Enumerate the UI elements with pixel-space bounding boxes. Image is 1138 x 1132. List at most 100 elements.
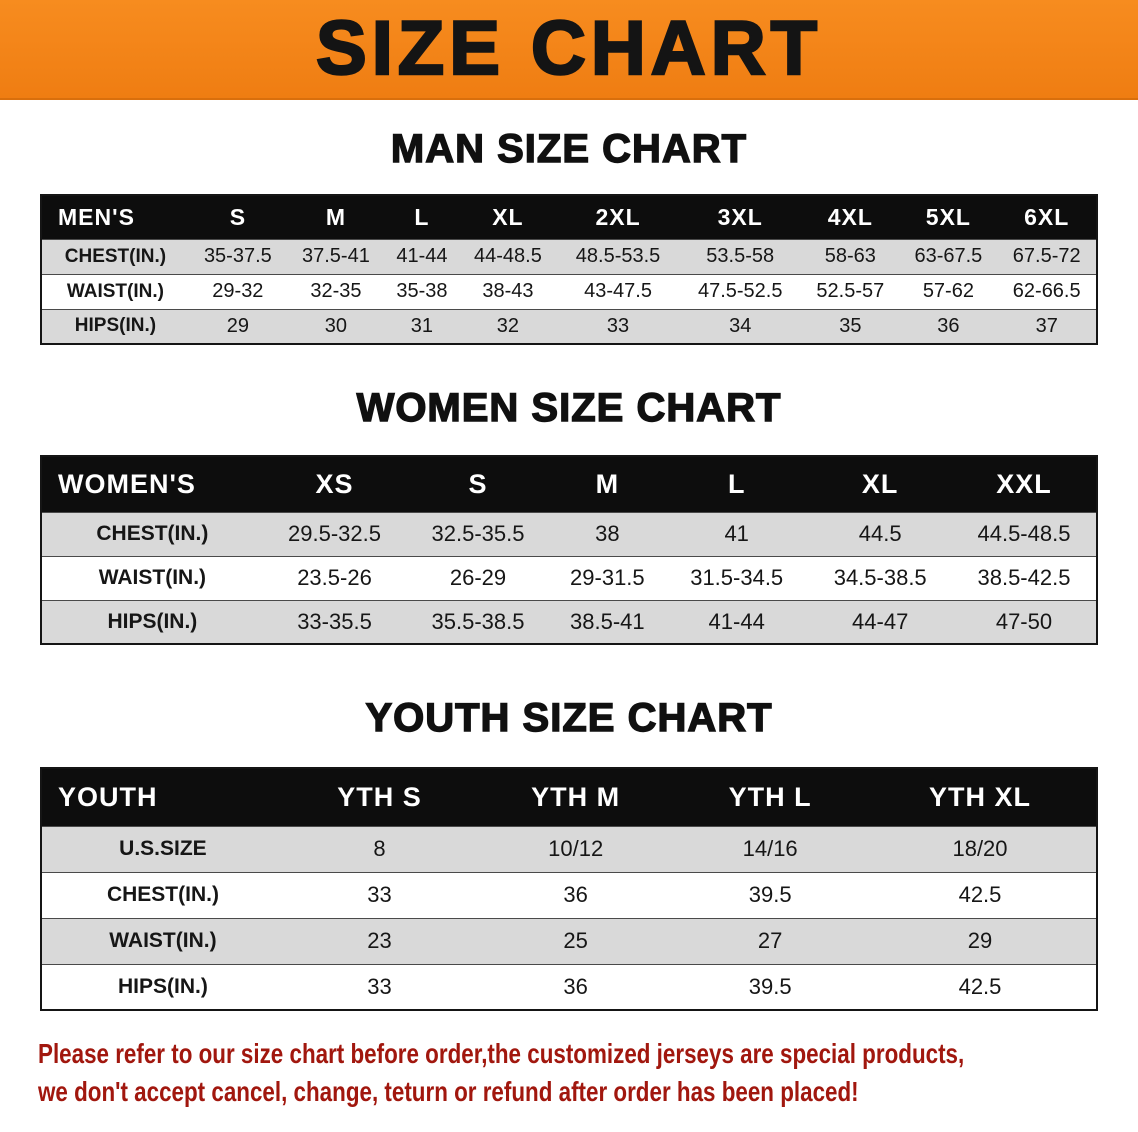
data-cell: 14/16 xyxy=(742,836,798,861)
men-section-heading: MAN SIZE CHART xyxy=(390,126,748,171)
data-cell: 31 xyxy=(410,314,434,337)
table-header-row: WOMEN'S XS S M L XL XXL xyxy=(41,456,1097,512)
data-cell: 39.5 xyxy=(748,973,792,999)
youth-section-heading: YOUTH SIZE CHART xyxy=(365,695,773,740)
row-label: CHEST(IN.) xyxy=(106,883,219,906)
disclaimer: Please refer to our size chart before or… xyxy=(0,1035,1138,1111)
table-header-row: MEN'S S M L XL 2XL 3XL 4XL 5XL 6XL xyxy=(41,195,1097,239)
data-cell: 33 xyxy=(367,973,392,999)
data-cell: 29 xyxy=(226,314,249,337)
size-header-cell: XS xyxy=(262,456,407,512)
data-cell: 37 xyxy=(1035,314,1058,337)
data-cell: 33 xyxy=(606,314,630,337)
table-header-row: YOUTH YTH S YTH M YTH L YTH XL xyxy=(41,768,1097,826)
data-cell: 58-63 xyxy=(824,245,876,267)
table-title-cell: WOMEN'S xyxy=(41,456,263,512)
data-cell: 38.5-42.5 xyxy=(977,565,1071,590)
data-cell: 53.5-58 xyxy=(706,245,775,267)
men-size-section: MAN SIZE CHART MEN'S S M L XL 2XL 3XL 4XL 5XL 6XL… xyxy=(0,126,1138,345)
table-row: U.S.SIZE 8 10/12 14/16 18/20 xyxy=(41,826,1097,872)
women-table-wrap: WOMEN'S XS S M L XL XXL CHEST(IN.) 29.5-32.5 32.5… xyxy=(40,455,1098,645)
data-cell: 38 xyxy=(595,521,620,546)
data-cell: 30 xyxy=(324,314,348,337)
data-cell: 34 xyxy=(729,314,752,337)
table-row: WAIST(IN.) 23 25 27 29 xyxy=(41,918,1097,964)
data-cell: 47.5-52.5 xyxy=(697,280,783,302)
table-title-cell: MEN'S xyxy=(41,195,189,239)
data-cell: 47-50 xyxy=(995,608,1053,634)
size-header-cell: YTH M xyxy=(475,768,677,826)
table-row: CHEST(IN.) 29.5-32.5 32.5-35.5 38 41 44.5 44.5… xyxy=(41,512,1097,556)
table-row: HIPS(IN.) 33-35.5 35.5-38.5 38.5-41 41-44 44-… xyxy=(41,600,1097,644)
data-cell: 31.5-34.5 xyxy=(690,565,784,590)
data-cell: 41-44 xyxy=(396,245,448,267)
table-row: CHEST(IN.) 33 36 39.5 42.5 xyxy=(41,872,1097,918)
data-cell: 23.5-26 xyxy=(297,565,372,590)
banner-title: SIZE CHART xyxy=(315,6,822,91)
data-cell: 38.5-41 xyxy=(570,608,645,634)
banner: SIZE CHART xyxy=(0,0,1138,100)
size-header-cell: 6XL xyxy=(997,195,1097,239)
data-cell: 10/12 xyxy=(548,836,604,861)
data-cell: 48.5-53.5 xyxy=(575,245,661,267)
data-cell: 44.5-48.5 xyxy=(977,521,1071,546)
data-cell: 32 xyxy=(496,314,520,337)
data-cell: 38-43 xyxy=(482,280,534,302)
women-section-heading: WOMEN SIZE CHART xyxy=(356,385,782,430)
data-cell: 26-29 xyxy=(449,565,507,590)
table-title-cell: YOUTH xyxy=(41,768,284,826)
size-header-cell: M xyxy=(286,195,385,239)
data-cell: 25 xyxy=(563,928,588,953)
data-cell: 42.5 xyxy=(958,973,1002,999)
data-cell: 35-37.5 xyxy=(203,245,272,267)
disclaimer-line-2: we don't accept cancel, change, teturn o… xyxy=(38,1076,859,1107)
data-cell: 67.5-72 xyxy=(1012,245,1081,267)
data-cell: 29-31.5 xyxy=(570,565,645,590)
size-header-cell: YTH S xyxy=(283,768,476,826)
data-cell: 41-44 xyxy=(708,608,765,634)
data-cell: 29.5-32.5 xyxy=(288,521,381,546)
data-cell: 42.5 xyxy=(958,882,1002,907)
size-header-cell: S xyxy=(406,456,550,512)
data-cell: 34.5-38.5 xyxy=(833,565,927,590)
data-cell: 32-35 xyxy=(310,280,362,302)
data-cell: 41 xyxy=(724,521,749,546)
data-cell: 63-67.5 xyxy=(914,245,983,267)
size-header-cell: XL xyxy=(458,195,557,239)
size-header-cell: 4XL xyxy=(801,195,900,239)
data-cell: 57-62 xyxy=(922,280,974,302)
data-cell: 39.5 xyxy=(748,882,792,907)
size-header-cell: S xyxy=(188,195,287,239)
data-cell: 8 xyxy=(373,836,386,861)
data-cell: 32.5-35.5 xyxy=(431,521,525,546)
size-header-cell: 5XL xyxy=(899,195,998,239)
size-header-cell: YTH XL xyxy=(864,768,1097,826)
data-cell: 36 xyxy=(563,882,588,907)
row-label: HIPS(IN.) xyxy=(107,609,198,633)
row-label: WAIST(IN.) xyxy=(98,566,207,589)
table-row: WAIST(IN.) 29-32 32-35 35-38 38-43 43-47.5 47.… xyxy=(41,274,1097,309)
men-table-wrap: MEN'S S M L XL 2XL 3XL 4XL 5XL 6XL CHEST(IN.) 35-37… xyxy=(40,194,1098,345)
row-label: HIPS(IN.) xyxy=(74,315,157,337)
women-size-table: WOMEN'S XS S M L XL XXL CHEST(IN.) 29.5-32.5 32.5… xyxy=(40,455,1098,645)
row-label: HIPS(IN.) xyxy=(118,974,208,998)
size-header-cell: XXL xyxy=(951,456,1097,512)
data-cell: 52.5-57 xyxy=(816,280,885,302)
size-header-cell: L xyxy=(664,456,809,512)
row-label: CHEST(IN.) xyxy=(64,245,167,267)
youth-size-section: YOUTH SIZE CHART YOUTH YTH S YTH M YTH L YTH… xyxy=(0,695,1138,1011)
data-cell: 35.5-38.5 xyxy=(431,608,525,634)
data-cell: 27 xyxy=(757,928,783,953)
table-row: HIPS(IN.) 29 30 31 32 33 34 35 36 37 xyxy=(41,309,1097,344)
table-row: CHEST(IN.) 35-37.5 37.5-41 41-44 44-48.5 48.5… xyxy=(41,239,1097,274)
row-label: WAIST(IN.) xyxy=(66,280,164,302)
data-cell: 18/20 xyxy=(952,836,1008,861)
table-row: WAIST(IN.) 23.5-26 26-29 29-31.5 31.5-34.5 34… xyxy=(41,556,1097,600)
row-label: WAIST(IN.) xyxy=(109,929,217,952)
size-header-cell: 2XL xyxy=(556,195,680,239)
data-cell: 37.5-41 xyxy=(302,245,370,267)
data-cell: 33-35.5 xyxy=(297,608,372,634)
data-cell: 29-32 xyxy=(212,280,264,302)
data-cell: 23 xyxy=(367,928,392,953)
data-cell: 44.5 xyxy=(858,521,902,546)
